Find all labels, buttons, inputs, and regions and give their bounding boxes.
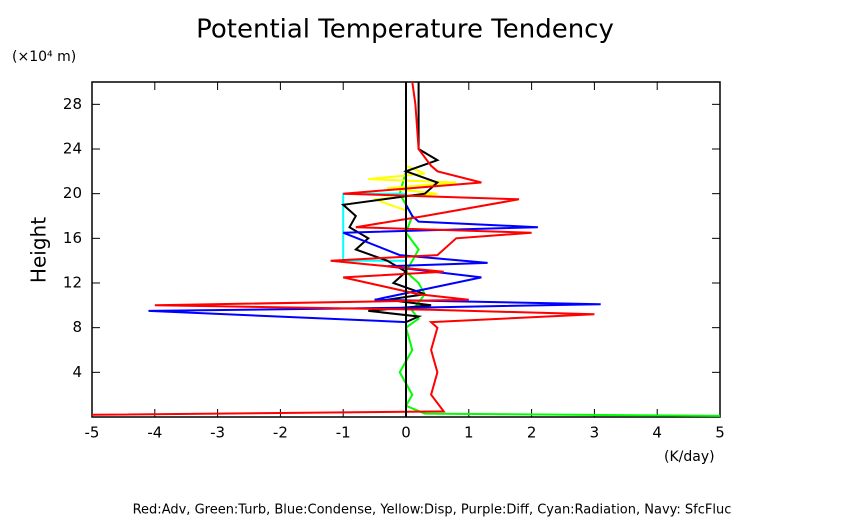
y-tick-label: 12 (63, 274, 82, 292)
x-tick-label: 5 (715, 424, 725, 442)
y-tick-label: 28 (63, 95, 82, 113)
x-tick-label: 2 (527, 424, 537, 442)
y-tick-label: 4 (72, 363, 82, 381)
y-tick-label: 8 (72, 318, 82, 336)
x-tick-label: 1 (464, 424, 474, 442)
x-tick-label: -3 (210, 424, 225, 442)
profile-line (342, 82, 407, 417)
y-tick-label: 20 (63, 184, 82, 202)
x-tick-label: -5 (85, 424, 100, 442)
x-unit: (K/day) (664, 449, 715, 465)
x-tick-label: 4 (652, 424, 662, 442)
y-tick-label: 24 (63, 140, 82, 158)
y-unit: (×10⁴ m) (12, 49, 76, 65)
x-tick-label: -4 (147, 424, 162, 442)
profile-line (398, 82, 721, 417)
x-tick-label: 0 (401, 424, 411, 442)
footnote: Red:Adv, Green:Turb, Blue:Condense, Yell… (133, 503, 732, 518)
x-tick-label: -2 (273, 424, 288, 442)
chart-title: Potential Temperature Tendency (196, 15, 614, 45)
profile-line (340, 82, 440, 417)
x-tick-label: 3 (590, 424, 600, 442)
x-tick-label: -1 (336, 424, 351, 442)
y-tick-label: 16 (63, 229, 82, 247)
y-axis-label: Height (27, 217, 51, 283)
profile-line (91, 81, 595, 416)
profile-line (148, 82, 601, 417)
